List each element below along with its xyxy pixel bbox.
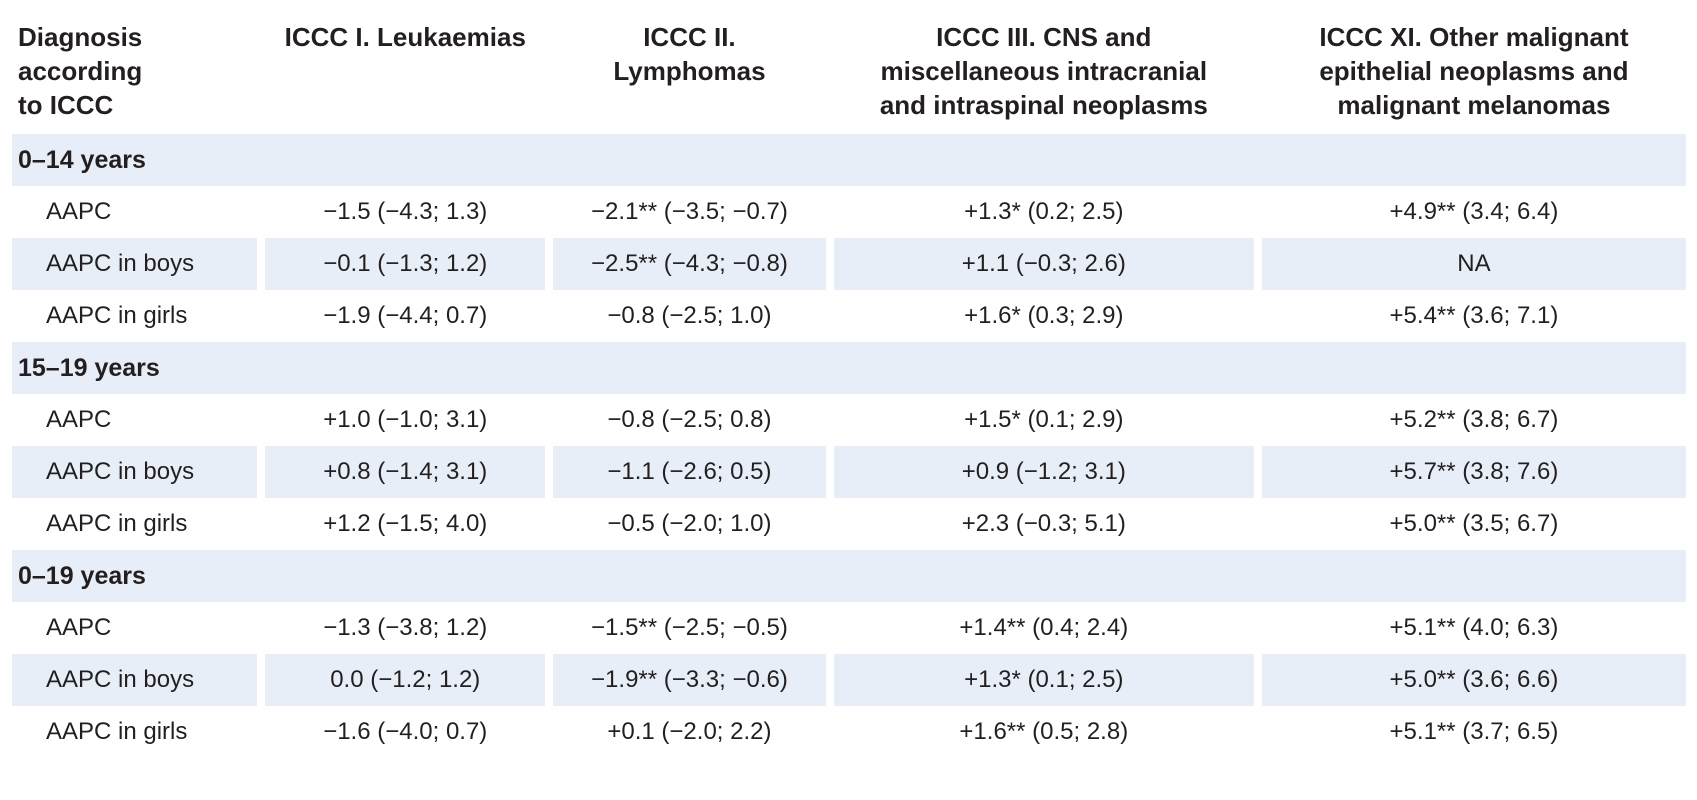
cell-cns: +1.3* (0.2; 2.5) <box>833 186 1254 238</box>
table-row: AAPC −1.5 (−4.3; 1.3) −2.1** (−3.5; −0.7… <box>12 186 1686 238</box>
cell-cns: +2.3 (−0.3; 5.1) <box>833 498 1254 550</box>
header-lymphomas: ICCC II. Lymphomas <box>553 10 826 134</box>
header-line: ICCC III. CNS and <box>936 22 1152 52</box>
table-header-row: Diagnosis according to ICCC ICCC I. Leuk… <box>12 10 1686 134</box>
row-label: AAPC in boys <box>12 238 258 290</box>
cell-epithelial: +5.7** (3.8; 7.6) <box>1261 446 1686 498</box>
aapc-table-container: Diagnosis according to ICCC ICCC I. Leuk… <box>12 10 1686 758</box>
table-row: AAPC in boys +0.8 (−1.4; 3.1) −1.1 (−2.6… <box>12 446 1686 498</box>
group-row-15-19: 15–19 years <box>12 342 1686 394</box>
row-label: AAPC <box>12 186 258 238</box>
cell-lymphomas: +0.1 (−2.0; 2.2) <box>553 706 826 758</box>
cell-leukaemias: +1.0 (−1.0; 3.1) <box>265 394 546 446</box>
table-row: AAPC −1.3 (−3.8; 1.2) −1.5** (−2.5; −0.5… <box>12 602 1686 654</box>
row-label: AAPC <box>12 602 258 654</box>
table-row: AAPC in girls −1.9 (−4.4; 0.7) −0.8 (−2.… <box>12 290 1686 342</box>
group-title: 0–19 years <box>12 550 1686 602</box>
table-row: AAPC in girls +1.2 (−1.5; 4.0) −0.5 (−2.… <box>12 498 1686 550</box>
group-title: 15–19 years <box>12 342 1686 394</box>
cell-cns: +1.3* (0.1; 2.5) <box>833 654 1254 706</box>
cell-cns: +1.6* (0.3; 2.9) <box>833 290 1254 342</box>
header-epithelial: ICCC XI. Other malignant epithelial neop… <box>1262 10 1686 134</box>
table-row: AAPC +1.0 (−1.0; 3.1) −0.8 (−2.5; 0.8) +… <box>12 394 1686 446</box>
header-diagnosis: Diagnosis according to ICCC <box>12 10 257 134</box>
cell-lymphomas: −1.9** (−3.3; −0.6) <box>553 654 826 706</box>
cell-epithelial: +5.2** (3.8; 6.7) <box>1261 394 1686 446</box>
cell-leukaemias: 0.0 (−1.2; 1.2) <box>265 654 546 706</box>
cell-leukaemias: +1.2 (−1.5; 4.0) <box>265 498 546 550</box>
row-label: AAPC in girls <box>12 290 258 342</box>
header-line: malignant melanomas <box>1337 90 1611 120</box>
cell-epithelial: +5.0** (3.5; 6.7) <box>1261 498 1686 550</box>
cell-lymphomas: −1.1 (−2.6; 0.5) <box>553 446 826 498</box>
cell-epithelial: +5.4** (3.6; 7.1) <box>1261 290 1686 342</box>
aapc-table: Diagnosis according to ICCC ICCC I. Leuk… <box>4 10 1694 758</box>
header-line: and intraspinal neoplasms <box>879 90 1208 120</box>
cell-leukaemias: −1.3 (−3.8; 1.2) <box>265 602 546 654</box>
cell-leukaemias: −1.9 (−4.4; 0.7) <box>265 290 546 342</box>
cell-lymphomas: −0.8 (−2.5; 1.0) <box>553 290 826 342</box>
header-line: ICCC XI. Other malignant <box>1319 22 1629 52</box>
header-line: to ICCC <box>18 90 114 120</box>
cell-lymphomas: −2.5** (−4.3; −0.8) <box>553 238 826 290</box>
cell-lymphomas: −0.5 (−2.0; 1.0) <box>553 498 826 550</box>
table-row: AAPC in girls −1.6 (−4.0; 0.7) +0.1 (−2.… <box>12 706 1686 758</box>
header-leukaemias: ICCC I. Leukaemias <box>265 10 545 134</box>
header-line: epithelial neoplasms and <box>1319 56 1629 86</box>
cell-cns: +1.1 (−0.3; 2.6) <box>833 238 1254 290</box>
cell-lymphomas: −1.5** (−2.5; −0.5) <box>553 602 826 654</box>
cell-epithelial: +5.1** (4.0; 6.3) <box>1261 602 1686 654</box>
row-label: AAPC in boys <box>12 654 258 706</box>
group-title: 0–14 years <box>12 134 1686 186</box>
cell-cns: +0.9 (−1.2; 3.1) <box>833 446 1254 498</box>
header-line: Diagnosis <box>18 22 143 52</box>
cell-leukaemias: −1.6 (−4.0; 0.7) <box>265 706 546 758</box>
cell-cns: +1.4** (0.4; 2.4) <box>833 602 1254 654</box>
header-line: ICCC II. <box>643 22 736 52</box>
cell-epithelial: +5.1** (3.7; 6.5) <box>1261 706 1686 758</box>
table-row: AAPC in boys 0.0 (−1.2; 1.2) −1.9** (−3.… <box>12 654 1686 706</box>
header-line: ICCC I. Leukaemias <box>284 22 526 52</box>
cell-cns: +1.6** (0.5; 2.8) <box>833 706 1254 758</box>
cell-leukaemias: −1.5 (−4.3; 1.3) <box>265 186 546 238</box>
row-label: AAPC in girls <box>12 706 258 758</box>
row-label: AAPC in girls <box>12 498 258 550</box>
cell-leukaemias: +0.8 (−1.4; 3.1) <box>265 446 546 498</box>
header-line: according <box>18 56 143 86</box>
cell-lymphomas: −0.8 (−2.5; 0.8) <box>553 394 826 446</box>
header-line: Lymphomas <box>613 56 766 86</box>
cell-epithelial: +4.9** (3.4; 6.4) <box>1261 186 1686 238</box>
header-cns: ICCC III. CNS and miscellaneous intracra… <box>834 10 1254 134</box>
table-row: AAPC in boys −0.1 (−1.3; 1.2) −2.5** (−4… <box>12 238 1686 290</box>
group-row-0-14: 0–14 years <box>12 134 1686 186</box>
cell-epithelial: +5.0** (3.6; 6.6) <box>1261 654 1686 706</box>
cell-leukaemias: −0.1 (−1.3; 1.2) <box>265 238 546 290</box>
group-row-0-19: 0–19 years <box>12 550 1686 602</box>
cell-epithelial: NA <box>1261 238 1686 290</box>
cell-cns: +1.5* (0.1; 2.9) <box>833 394 1254 446</box>
header-line: miscellaneous intracranial <box>880 56 1208 86</box>
cell-lymphomas: −2.1** (−3.5; −0.7) <box>553 186 826 238</box>
row-label: AAPC <box>12 394 258 446</box>
row-label: AAPC in boys <box>12 446 258 498</box>
